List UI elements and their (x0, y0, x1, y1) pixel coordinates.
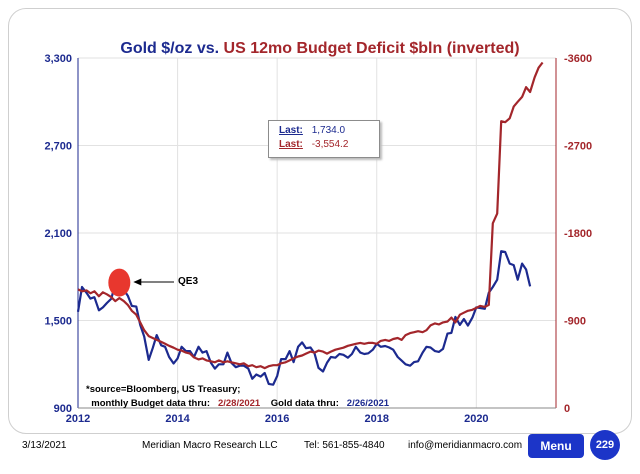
source-line-2: monthly Budget data thru: 2/28/2021 Gold… (86, 397, 389, 411)
chart-frame (8, 8, 632, 434)
x-tick-label: 2020 (464, 413, 488, 425)
left-tick-label: 3,300 (44, 53, 72, 65)
legend-deficit-value: -3,554.2 (311, 139, 349, 150)
legend-box: Last: 1,734.0 Last: -3,554.2 (268, 120, 380, 158)
legend-deficit: Last: -3,554.2 (279, 139, 348, 150)
page-number-badge: 229 (590, 430, 620, 460)
x-tick-label: 2016 (265, 413, 289, 425)
qe3-annotation: QE3 (178, 276, 199, 287)
x-tick-label: 2012 (66, 413, 90, 425)
budget-deficit-line (77, 61, 544, 370)
footer-tel: Tel: 561-855-4840 (304, 440, 385, 451)
source-budget-date: 2/28/2021 (217, 398, 261, 409)
source-line-1: *source=Bloomberg, US Treasury; (86, 384, 241, 395)
legend-gold-key: Last: (279, 125, 303, 136)
title-vs: vs. (196, 40, 220, 57)
right-tick-label: -2700 (564, 141, 592, 153)
qe3-arrow-head (133, 278, 142, 286)
gold-price-line (76, 250, 532, 386)
right-tick-label: -3600 (564, 53, 592, 65)
legend-gold-value: 1,734.0 (311, 125, 346, 136)
left-tick-label: 2,700 (44, 141, 72, 153)
source-budget-prefix: monthly Budget data thru: (91, 398, 211, 409)
menu-button[interactable]: Menu (528, 434, 584, 458)
title-deficit: US 12mo Budget Deficit $bln (inverted) (223, 40, 520, 57)
chart-title: Gold $/oz vs. US 12mo Budget Deficit $bl… (0, 40, 640, 58)
footer-email: info@meridianmacro.com (408, 440, 523, 451)
left-tick-label: 2,100 (44, 228, 72, 240)
source-note: *source=Bloomberg, US Treasury; monthly … (86, 383, 389, 411)
footer-date: 3/13/2021 (22, 440, 67, 451)
source-gold-prefix: Gold data thru: (270, 398, 339, 409)
title-gold: Gold $/oz (120, 40, 193, 57)
source-gold-date: 2/26/2021 (346, 398, 390, 409)
right-tick-label: -1800 (564, 228, 592, 240)
right-tick-label: -900 (564, 316, 586, 328)
footer-org: Meridian Macro Research LLC (142, 440, 278, 451)
left-tick-label: 900 (54, 403, 72, 415)
qe3-marker (108, 268, 131, 297)
right-tick-label: 0 (564, 403, 570, 415)
left-tick-label: 1,500 (44, 316, 72, 328)
legend-gold: Last: 1,734.0 (279, 125, 345, 136)
legend-deficit-key: Last: (279, 139, 303, 150)
x-tick-label: 2014 (165, 413, 190, 425)
x-tick-label: 2018 (365, 413, 389, 425)
